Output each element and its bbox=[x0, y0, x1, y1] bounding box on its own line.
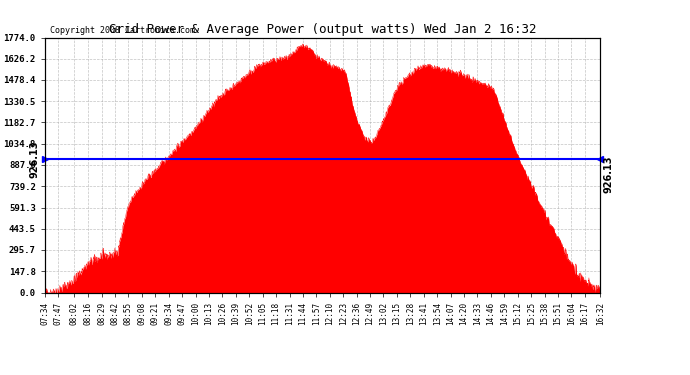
Text: 926.13: 926.13 bbox=[29, 141, 39, 178]
Text: Copyright 2008 Cartronics.com: Copyright 2008 Cartronics.com bbox=[50, 26, 195, 35]
Title: Grid Power & Average Power (output watts) Wed Jan 2 16:32: Grid Power & Average Power (output watts… bbox=[109, 23, 536, 36]
